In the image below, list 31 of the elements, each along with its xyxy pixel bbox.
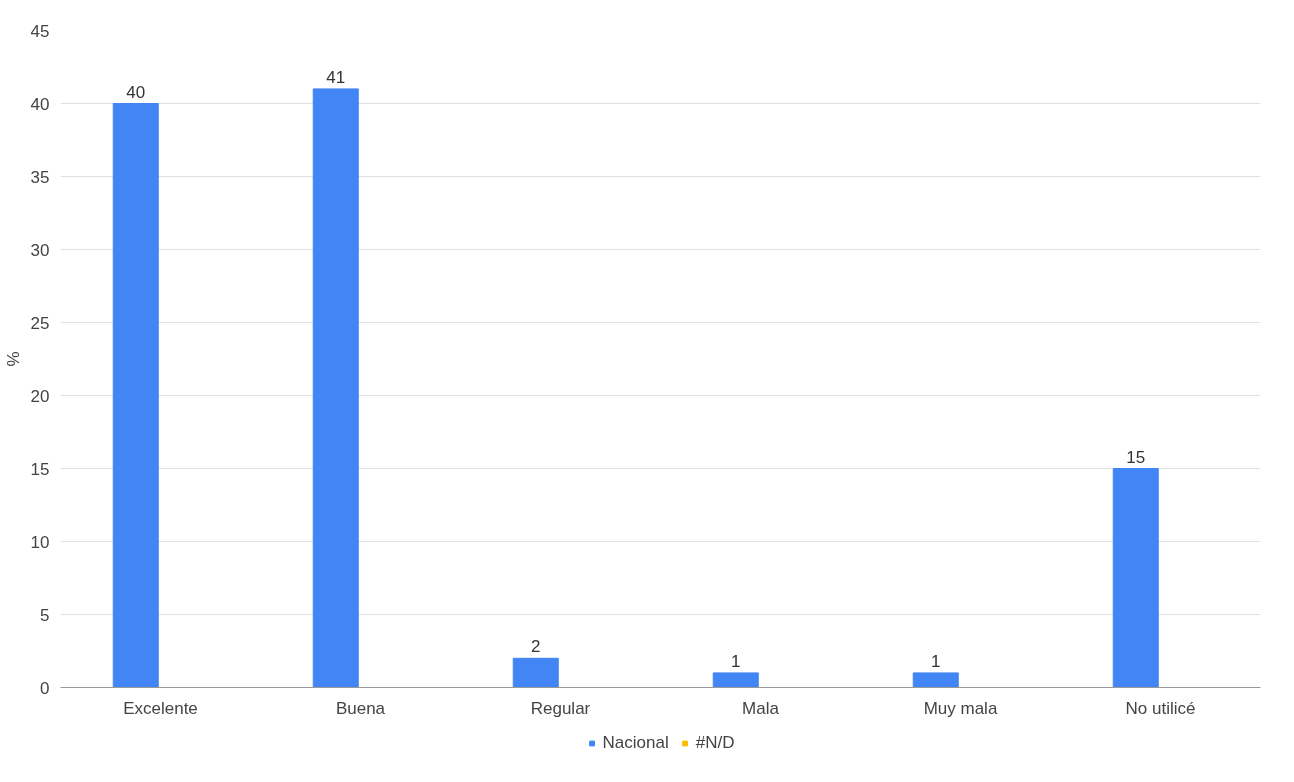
data-label: 1 bbox=[931, 651, 941, 671]
y-tick-label: 45 bbox=[30, 21, 50, 41]
bar bbox=[312, 88, 359, 688]
legend-label: #N/D bbox=[695, 732, 735, 753]
x-tick-label: Excelente bbox=[123, 698, 198, 718]
data-label: 41 bbox=[326, 67, 346, 87]
y-tick-label: 15 bbox=[30, 459, 50, 479]
legend-label: Nacional bbox=[602, 732, 669, 753]
bar bbox=[1112, 468, 1159, 688]
y-tick-label: 25 bbox=[30, 313, 50, 333]
y-tick-label: 10 bbox=[30, 532, 50, 552]
bar bbox=[112, 103, 159, 688]
data-label: 15 bbox=[1126, 447, 1146, 467]
x-tick-label: No utilicé bbox=[1125, 698, 1196, 718]
y-tick-label: 40 bbox=[30, 94, 50, 114]
bar bbox=[712, 672, 759, 688]
y-axis-title: % bbox=[3, 351, 23, 367]
y-tick-label: 30 bbox=[30, 240, 50, 260]
data-label: 2 bbox=[531, 637, 541, 657]
x-tick-label: Buena bbox=[335, 698, 386, 718]
y-tick-label: 5 bbox=[40, 605, 50, 625]
y-tick-label: 35 bbox=[30, 167, 50, 187]
x-tick-label: Regular bbox=[530, 698, 591, 718]
y-tick-label: 0 bbox=[40, 678, 50, 698]
data-label: 1 bbox=[731, 651, 741, 671]
data-label: 40 bbox=[126, 82, 146, 102]
bar bbox=[512, 657, 559, 688]
x-tick-label: Muy mala bbox=[923, 698, 998, 718]
bar bbox=[912, 672, 959, 688]
y-tick-label: 20 bbox=[30, 386, 50, 406]
x-tick-label: Mala bbox=[742, 698, 780, 718]
